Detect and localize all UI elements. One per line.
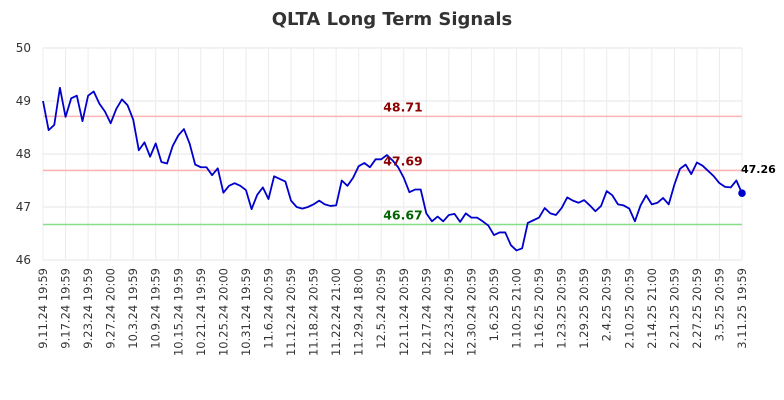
- x-tick-label: 9.17.24 19:59: [59, 268, 73, 349]
- x-tick-label: 3.11.25 19:59: [735, 268, 749, 349]
- x-tick-label: 2.27.25 20:59: [690, 268, 704, 349]
- x-tick-label: 12.5.24 20:59: [374, 268, 388, 349]
- x-tick-label: 10.25.24 20:00: [216, 268, 230, 356]
- x-tick-label: 11.18.24 20:59: [307, 268, 321, 356]
- x-tick-label: 11.12.24 20:59: [284, 268, 298, 356]
- chart-title: QLTA Long Term Signals: [272, 9, 513, 30]
- x-tick-label: 9.27.24 20:00: [104, 268, 118, 349]
- x-tick-label: 1.29.25 20:59: [577, 268, 591, 349]
- x-tick-label: 12.17.24 20:59: [419, 268, 433, 356]
- x-tick-label: 12.23.24 20:59: [442, 268, 456, 356]
- price-line: [42, 86, 743, 252]
- x-tick-label: 10.31.24 19:59: [239, 268, 253, 356]
- price-series: [42, 86, 746, 252]
- x-tick-label: 2.4.25 20:59: [600, 268, 614, 341]
- x-tick-label: 1.10.25 21:00: [510, 268, 524, 349]
- signal-level-label: 48.71: [383, 99, 423, 114]
- x-tick-label: 1.6.25 20:59: [487, 268, 501, 341]
- x-tick-label: 9.11.24 19:59: [36, 268, 50, 349]
- x-tick-label: 11.6.24 20:59: [261, 268, 275, 349]
- x-tick-label: 11.29.24 18:00: [352, 268, 366, 356]
- x-tick-label: 10.15.24 19:59: [171, 268, 185, 356]
- x-tick-label: 9.23.24 19:59: [81, 268, 95, 349]
- y-axis: 46 47 48 49 50: [16, 41, 31, 267]
- x-axis: 9.11.24 19:59 9.17.24 19:59 9.23.24 19:59 9…: [36, 268, 749, 356]
- x-tick-label: 1.23.25 20:59: [555, 268, 569, 349]
- y-tick-label: 46: [16, 253, 31, 267]
- x-tick-label: 12.30.24 20:59: [464, 268, 478, 356]
- x-tick-label: 3.5.25 20:59: [712, 268, 726, 341]
- last-value-marker: [738, 189, 746, 198]
- signal-level-label: 46.67: [383, 207, 423, 222]
- signal-level-label: 47.69: [383, 153, 423, 168]
- last-value-label: 47.26: [741, 163, 776, 176]
- y-tick-label: 48: [16, 147, 31, 161]
- x-tick-label: 2.10.25 20:59: [622, 268, 636, 349]
- y-tick-label: 50: [16, 41, 31, 55]
- x-tick-label: 10.21.24 19:59: [194, 268, 208, 356]
- y-tick-label: 47: [16, 200, 31, 214]
- x-tick-label: 12.11.24 20:59: [397, 268, 411, 356]
- y-tick-label: 49: [16, 94, 31, 108]
- x-tick-label: 10.3.24 19:59: [126, 268, 140, 349]
- x-tick-label: 11.22.24 21:00: [329, 268, 343, 356]
- x-tick-label: 2.14.25 21:00: [645, 268, 659, 349]
- level-labels: 48.71 47.69 46.67 47.26: [383, 99, 776, 222]
- x-tick-label: 10.9.24 19:59: [149, 268, 163, 349]
- x-tick-label: 2.21.25 20:59: [667, 268, 681, 349]
- x-tick-label: 1.16.25 20:59: [532, 268, 546, 349]
- signal-levels: [43, 115, 742, 226]
